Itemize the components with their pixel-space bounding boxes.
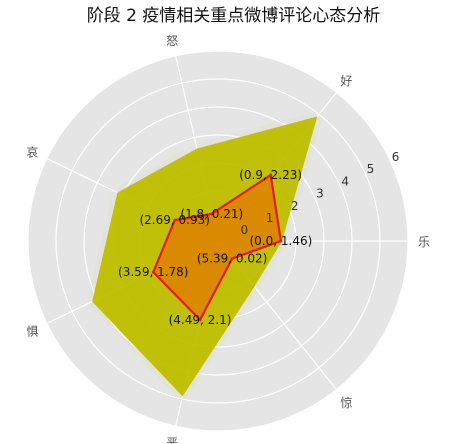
mean-point-5 [198,318,202,322]
data-label-4: (3.59, 1.78) [118,265,188,279]
data-label-1: (0.9, 2.23) [239,168,302,182]
data-label-6: (5.39, 0.02) [197,252,267,266]
radial-tick-label: 6 [392,150,400,164]
radial-tick-label: 0 [241,223,249,237]
axis-label-4: 惧 [26,323,38,338]
radial-tick-label: 2 [291,199,299,213]
data-label-5: (4.49, 2.1) [169,313,232,327]
data-label-3: (2.69, 0.93) [139,213,209,227]
chart-title: 阶段 2 疫情相关重点微博评论心态分析 [86,6,381,26]
mean-area [151,173,283,322]
mean-point-3 [173,218,177,222]
axis-label-5: 恶 [166,436,178,444]
axis-label-1: 好 [340,74,352,88]
axis-label-6: 惊 [340,395,352,410]
mean-point-0 [279,239,283,243]
radial-tick-label: 5 [367,162,375,176]
radial-tick-label: 1 [266,211,274,225]
mean-point-1 [269,173,273,177]
data-label-0: (0.0, 1.46) [249,234,312,248]
radial-tick-label: 3 [316,187,324,201]
axis-label-0: 乐 [418,235,430,249]
data-label-2: (1.8, 0.21) [180,207,243,221]
mean-point-6 [230,257,234,261]
axis-label-3: 哀 [26,145,38,160]
axis-label-2: 怒 [166,33,178,48]
mean-point-2 [210,212,214,216]
mean-point-4 [151,270,155,274]
radial-tick-label: 4 [341,174,349,188]
